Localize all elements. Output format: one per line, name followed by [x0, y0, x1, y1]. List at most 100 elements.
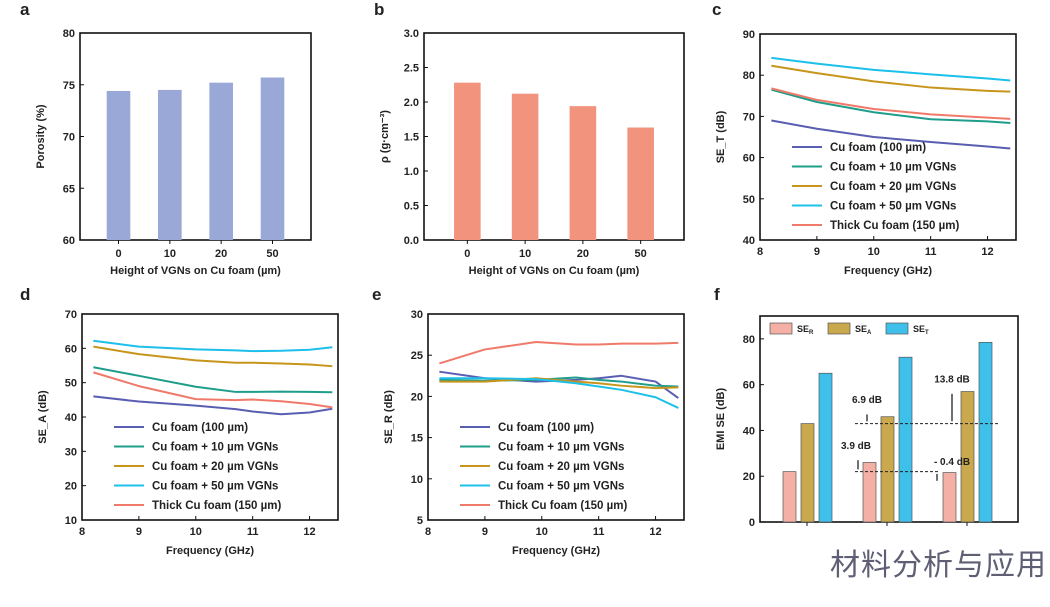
y-axis-label-d-text: SE_A (dB)	[37, 390, 49, 444]
bar	[960, 391, 975, 523]
bar	[800, 423, 815, 523]
y-tick-label: 0	[749, 517, 755, 529]
bar	[106, 90, 131, 241]
y-tick-label: 80	[743, 334, 755, 346]
x-tick-label: 8	[757, 246, 763, 258]
series-line	[93, 345, 333, 368]
y-tick-label: 3.0	[404, 28, 419, 40]
bar	[569, 106, 597, 240]
y-axis-label-d: SE_A (dB)	[37, 390, 49, 444]
series-line	[771, 56, 1011, 82]
x-tick-label: 10	[868, 246, 880, 258]
panel-label-d: d	[20, 285, 30, 304]
legend-label: Cu foam + 10 µm VGNs	[152, 442, 278, 454]
y-tick-label: 10	[65, 515, 77, 527]
y-tick-label: 50	[65, 378, 77, 390]
legend-label: Cu foam + 20 µm VGNs	[830, 181, 956, 193]
y-tick-label: 0.0	[404, 235, 419, 247]
panel-label-c: c	[712, 0, 721, 19]
y-tick-label: 80	[63, 28, 75, 40]
annotation: 3.9 dB	[841, 441, 871, 452]
bar	[627, 127, 654, 240]
annotation: 6.9 dB	[852, 395, 882, 406]
y-axis-label-e-text: SE_R (dB)	[383, 390, 395, 444]
x-axis-label-e: Frequency (GHz)	[512, 545, 600, 557]
y-tick-label: 60	[65, 343, 77, 355]
y-tick-label: 60	[63, 235, 75, 247]
bar	[880, 416, 895, 523]
x-tick-label: 9	[482, 526, 488, 538]
y-axis-label-c-text: SE_T (dB)	[715, 110, 727, 163]
x-tick-label: 10	[190, 526, 202, 538]
series-line	[439, 341, 679, 365]
plot-frame-e	[427, 313, 685, 521]
panel-label-f: f	[714, 285, 720, 304]
x-tick-label: 0	[464, 248, 470, 260]
y-tick-label: 90	[743, 29, 755, 41]
x-tick-label: 11	[593, 526, 605, 538]
x-tick-label: 10	[164, 248, 176, 260]
series-line	[93, 366, 333, 394]
plot-frame-c	[759, 33, 1017, 241]
y-tick-label: 80	[743, 70, 755, 82]
subscript: A	[867, 330, 872, 336]
y-tick-label: 60	[743, 380, 755, 392]
x-axis-label-a: Height of VGNs on Cu foam (µm)	[110, 265, 281, 277]
series-line	[771, 88, 1011, 124]
series-line	[771, 119, 1011, 150]
legend-label: Cu foam + 50 µm VGNs	[830, 201, 956, 213]
legend-label: Cu foam + 50 µm VGNs	[498, 481, 624, 493]
x-tick-label: 0	[115, 248, 121, 260]
legend-label: Cu foam + 10 µm VGNs	[830, 162, 956, 174]
bar	[209, 82, 233, 241]
annotation: - 0.4 dB	[934, 457, 970, 468]
y-tick-label: 20	[743, 471, 755, 483]
y-tick-label: 25	[411, 350, 423, 362]
y-axis-label-c: SE_T (dB)	[715, 110, 727, 163]
y-tick-label: 5	[417, 515, 423, 527]
y-axis-label-e: SE_R (dB)	[383, 390, 395, 444]
legend-swatch	[827, 322, 851, 335]
x-tick-label: 12	[981, 246, 993, 258]
annotation: 13.8 dB	[934, 374, 970, 385]
legend-label: SET	[913, 324, 929, 336]
legend-swatch	[885, 322, 909, 335]
x-tick-label: 50	[266, 248, 278, 260]
legend-label: SER	[797, 324, 814, 336]
series-line	[93, 395, 333, 416]
y-tick-label: 1.0	[404, 166, 419, 178]
x-tick-label: 11	[247, 526, 259, 538]
y-tick-label: 40	[743, 235, 755, 247]
y-tick-label: 65	[63, 183, 75, 195]
legend-label: Cu foam (100 µm)	[498, 422, 594, 434]
legend-label: Thick Cu foam (150 µm)	[830, 220, 959, 232]
series-line	[439, 377, 679, 390]
x-axis-label-d: Frequency (GHz)	[166, 545, 254, 557]
y-tick-label: 15	[411, 433, 423, 445]
bar	[978, 341, 993, 523]
y-tick-label: 20	[65, 481, 77, 493]
panel-label-e: e	[372, 285, 381, 304]
y-tick-label: 50	[743, 194, 755, 206]
legend-label: Cu foam + 10 µm VGNs	[498, 442, 624, 454]
x-tick-label: 20	[215, 248, 227, 260]
y-tick-label: 70	[63, 132, 75, 144]
watermark: 材料分析与应用	[830, 548, 1047, 583]
y-tick-label: 30	[411, 309, 423, 321]
y-tick-label: 20	[411, 391, 423, 403]
series-line	[93, 371, 333, 409]
x-axis-label-c: Frequency (GHz)	[844, 265, 932, 277]
y-tick-label: 30	[65, 446, 77, 458]
y-axis-label-b: ρ (g·cm⁻³)	[379, 110, 391, 163]
y-tick-label: 60	[743, 153, 755, 165]
x-tick-label: 9	[136, 526, 142, 538]
x-tick-label: 11	[925, 246, 937, 258]
legend-label: Cu foam (100 µm)	[152, 422, 248, 434]
panel-label-b: b	[374, 0, 384, 19]
legend-label: Thick Cu foam (150 µm)	[152, 500, 281, 512]
y-tick-label: 0.5	[404, 201, 419, 213]
series-line	[771, 87, 1011, 120]
y-axis-label-a: Porosity (%)	[35, 104, 47, 169]
series-line	[771, 64, 1011, 93]
